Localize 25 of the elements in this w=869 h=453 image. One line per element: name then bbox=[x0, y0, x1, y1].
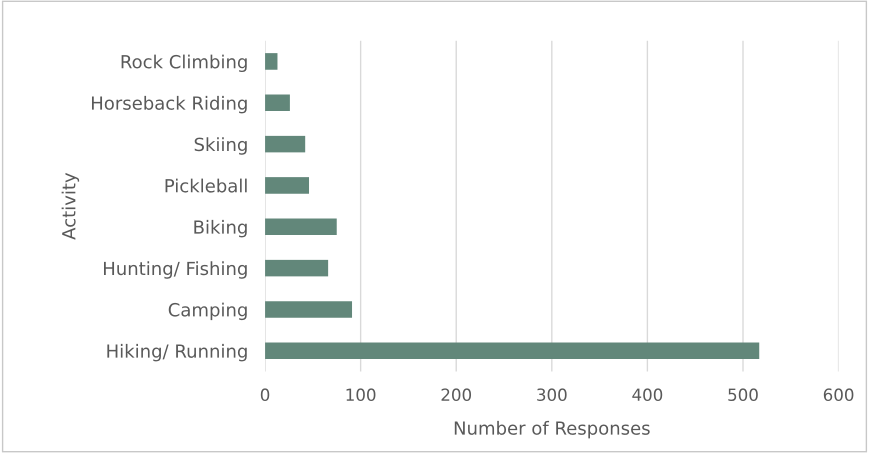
y-tick-label: Biking bbox=[194, 220, 247, 238]
x-tick-label: 200 bbox=[442, 388, 472, 402]
bar bbox=[265, 94, 290, 112]
x-tick-label: 400 bbox=[632, 388, 662, 402]
x-tick-label: 0 bbox=[260, 388, 270, 402]
x-tick-label: 600 bbox=[824, 388, 854, 402]
x-tick-label: 100 bbox=[346, 388, 376, 402]
bar bbox=[265, 218, 337, 236]
bar bbox=[265, 260, 328, 276]
y-tick-label: Rock Climbing bbox=[122, 54, 247, 72]
y-tick-label: Skiing bbox=[194, 137, 247, 155]
x-axis-title: Number of Responses bbox=[454, 420, 650, 438]
y-tick-label: Horseback Riding bbox=[92, 96, 247, 114]
bar bbox=[265, 53, 278, 70]
y-axis-title: Activity bbox=[62, 172, 80, 240]
x-tick-label: 500 bbox=[728, 388, 758, 402]
bar bbox=[265, 177, 310, 194]
x-tick-label: 300 bbox=[537, 388, 567, 402]
y-tick-label: Hunting/ Fishing bbox=[104, 261, 247, 279]
y-tick-label: Pickleball bbox=[166, 178, 247, 193]
y-tick-label: Hiking/ Running bbox=[107, 344, 247, 362]
bar bbox=[265, 136, 306, 152]
bar bbox=[265, 342, 760, 360]
y-tick-label: Camping bbox=[168, 302, 247, 320]
bar bbox=[265, 301, 352, 318]
